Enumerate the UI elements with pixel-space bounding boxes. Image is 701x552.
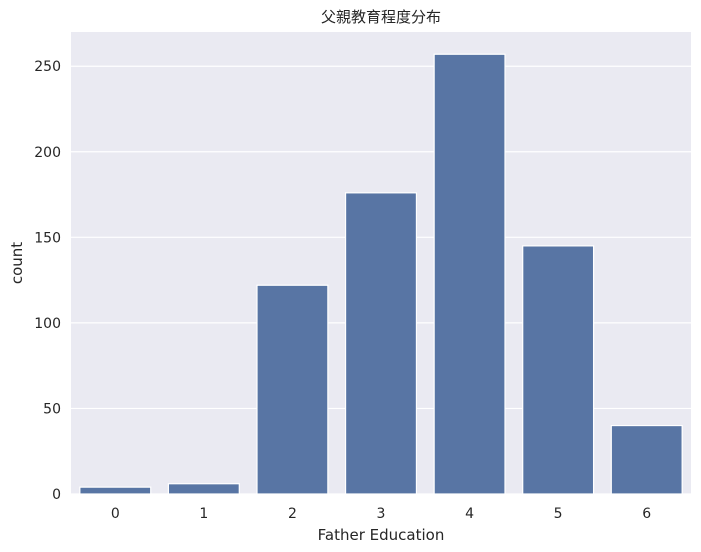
x-tick-label: 0 [111,506,120,522]
bar [79,486,152,495]
y-tick-label: 100 [34,316,61,332]
x-tick-label: 1 [199,506,208,522]
x-tick-label: 6 [642,506,651,522]
y-axis-ticks: 0 50 100 150 200 250 [34,59,61,503]
x-tick-label: 4 [465,506,474,522]
x-axis-ticks: 0 1 2 3 4 5 6 [111,506,651,522]
y-tick-label: 250 [34,59,61,75]
y-tick-label: 0 [52,487,61,503]
bar [433,53,506,495]
y-tick-label: 200 [34,145,61,161]
x-tick-label: 2 [288,506,297,522]
x-tick-label: 5 [554,506,563,522]
bar [344,192,418,495]
x-tick-label: 3 [377,506,386,522]
y-axis-label: count [8,242,26,284]
chart-title: 父親教育程度分布 [321,8,441,26]
bar [256,284,329,495]
y-tick-label: 150 [34,230,61,246]
y-tick-label: 50 [43,401,61,417]
bars [79,53,683,495]
bar [610,424,683,495]
bar [167,483,240,495]
bar [522,245,595,495]
x-axis-label: Father Education [318,526,445,544]
